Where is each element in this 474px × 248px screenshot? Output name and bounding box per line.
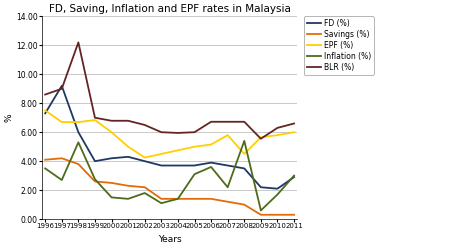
FD (%)	[258, 186, 264, 189]
BLR (%)	[109, 119, 114, 122]
Line: EPF (%): EPF (%)	[45, 110, 294, 157]
Inflation (%)	[158, 202, 164, 205]
Line: Savings (%): Savings (%)	[45, 158, 294, 215]
Inflation (%)	[75, 141, 81, 144]
FD (%)	[75, 131, 81, 134]
EPF (%)	[109, 131, 114, 134]
BLR (%)	[225, 120, 230, 123]
BLR (%)	[59, 87, 64, 90]
Line: FD (%): FD (%)	[45, 86, 294, 189]
Savings (%)	[225, 200, 230, 203]
X-axis label: Years: Years	[158, 235, 182, 244]
EPF (%)	[125, 145, 131, 148]
EPF (%)	[208, 143, 214, 146]
BLR (%)	[191, 131, 197, 134]
BLR (%)	[142, 124, 147, 126]
Savings (%)	[191, 197, 197, 200]
Inflation (%)	[42, 167, 48, 170]
EPF (%)	[42, 109, 48, 112]
FD (%)	[59, 84, 64, 87]
Savings (%)	[142, 186, 147, 189]
Inflation (%)	[274, 193, 280, 196]
EPF (%)	[175, 149, 181, 152]
EPF (%)	[191, 145, 197, 148]
Inflation (%)	[59, 179, 64, 182]
Savings (%)	[274, 213, 280, 216]
Inflation (%)	[175, 197, 181, 200]
EPF (%)	[258, 136, 264, 139]
Savings (%)	[109, 182, 114, 185]
Inflation (%)	[109, 196, 114, 199]
Inflation (%)	[125, 197, 131, 200]
Y-axis label: %: %	[4, 113, 13, 122]
BLR (%)	[158, 131, 164, 134]
EPF (%)	[274, 134, 280, 137]
Inflation (%)	[92, 178, 98, 181]
FD (%)	[142, 160, 147, 163]
Savings (%)	[59, 157, 64, 160]
FD (%)	[158, 164, 164, 167]
Inflation (%)	[208, 165, 214, 168]
Savings (%)	[258, 213, 264, 216]
BLR (%)	[274, 126, 280, 129]
EPF (%)	[291, 131, 297, 134]
FD (%)	[241, 167, 247, 170]
BLR (%)	[208, 120, 214, 123]
Savings (%)	[175, 197, 181, 200]
BLR (%)	[125, 119, 131, 122]
EPF (%)	[225, 134, 230, 137]
FD (%)	[109, 157, 114, 160]
FD (%)	[274, 187, 280, 190]
Inflation (%)	[225, 186, 230, 189]
EPF (%)	[92, 119, 98, 122]
FD (%)	[92, 160, 98, 163]
BLR (%)	[175, 131, 181, 134]
BLR (%)	[258, 137, 264, 140]
FD (%)	[191, 164, 197, 167]
Inflation (%)	[142, 191, 147, 194]
FD (%)	[225, 164, 230, 167]
BLR (%)	[92, 116, 98, 119]
Savings (%)	[241, 203, 247, 206]
BLR (%)	[291, 122, 297, 125]
Inflation (%)	[241, 139, 247, 142]
FD (%)	[175, 164, 181, 167]
EPF (%)	[142, 156, 147, 159]
BLR (%)	[241, 120, 247, 123]
Savings (%)	[42, 158, 48, 161]
FD (%)	[208, 161, 214, 164]
Inflation (%)	[258, 209, 264, 212]
Savings (%)	[158, 197, 164, 200]
Savings (%)	[291, 213, 297, 216]
FD (%)	[291, 176, 297, 179]
EPF (%)	[75, 121, 81, 124]
Inflation (%)	[291, 174, 297, 177]
Savings (%)	[92, 180, 98, 183]
BLR (%)	[42, 93, 48, 96]
FD (%)	[42, 112, 48, 115]
FD (%)	[125, 155, 131, 158]
Savings (%)	[208, 197, 214, 200]
Line: Inflation (%): Inflation (%)	[45, 141, 294, 210]
Legend: FD (%), Savings (%), EPF (%), Inflation (%), BLR (%): FD (%), Savings (%), EPF (%), Inflation …	[304, 16, 374, 75]
Savings (%)	[125, 184, 131, 187]
EPF (%)	[241, 153, 247, 155]
Line: BLR (%): BLR (%)	[45, 42, 294, 139]
EPF (%)	[158, 153, 164, 155]
EPF (%)	[59, 121, 64, 124]
Title: FD, Saving, Inflation and EPF rates in Malaysia: FD, Saving, Inflation and EPF rates in M…	[49, 4, 291, 14]
BLR (%)	[75, 41, 81, 44]
Inflation (%)	[191, 173, 197, 176]
Savings (%)	[75, 163, 81, 166]
